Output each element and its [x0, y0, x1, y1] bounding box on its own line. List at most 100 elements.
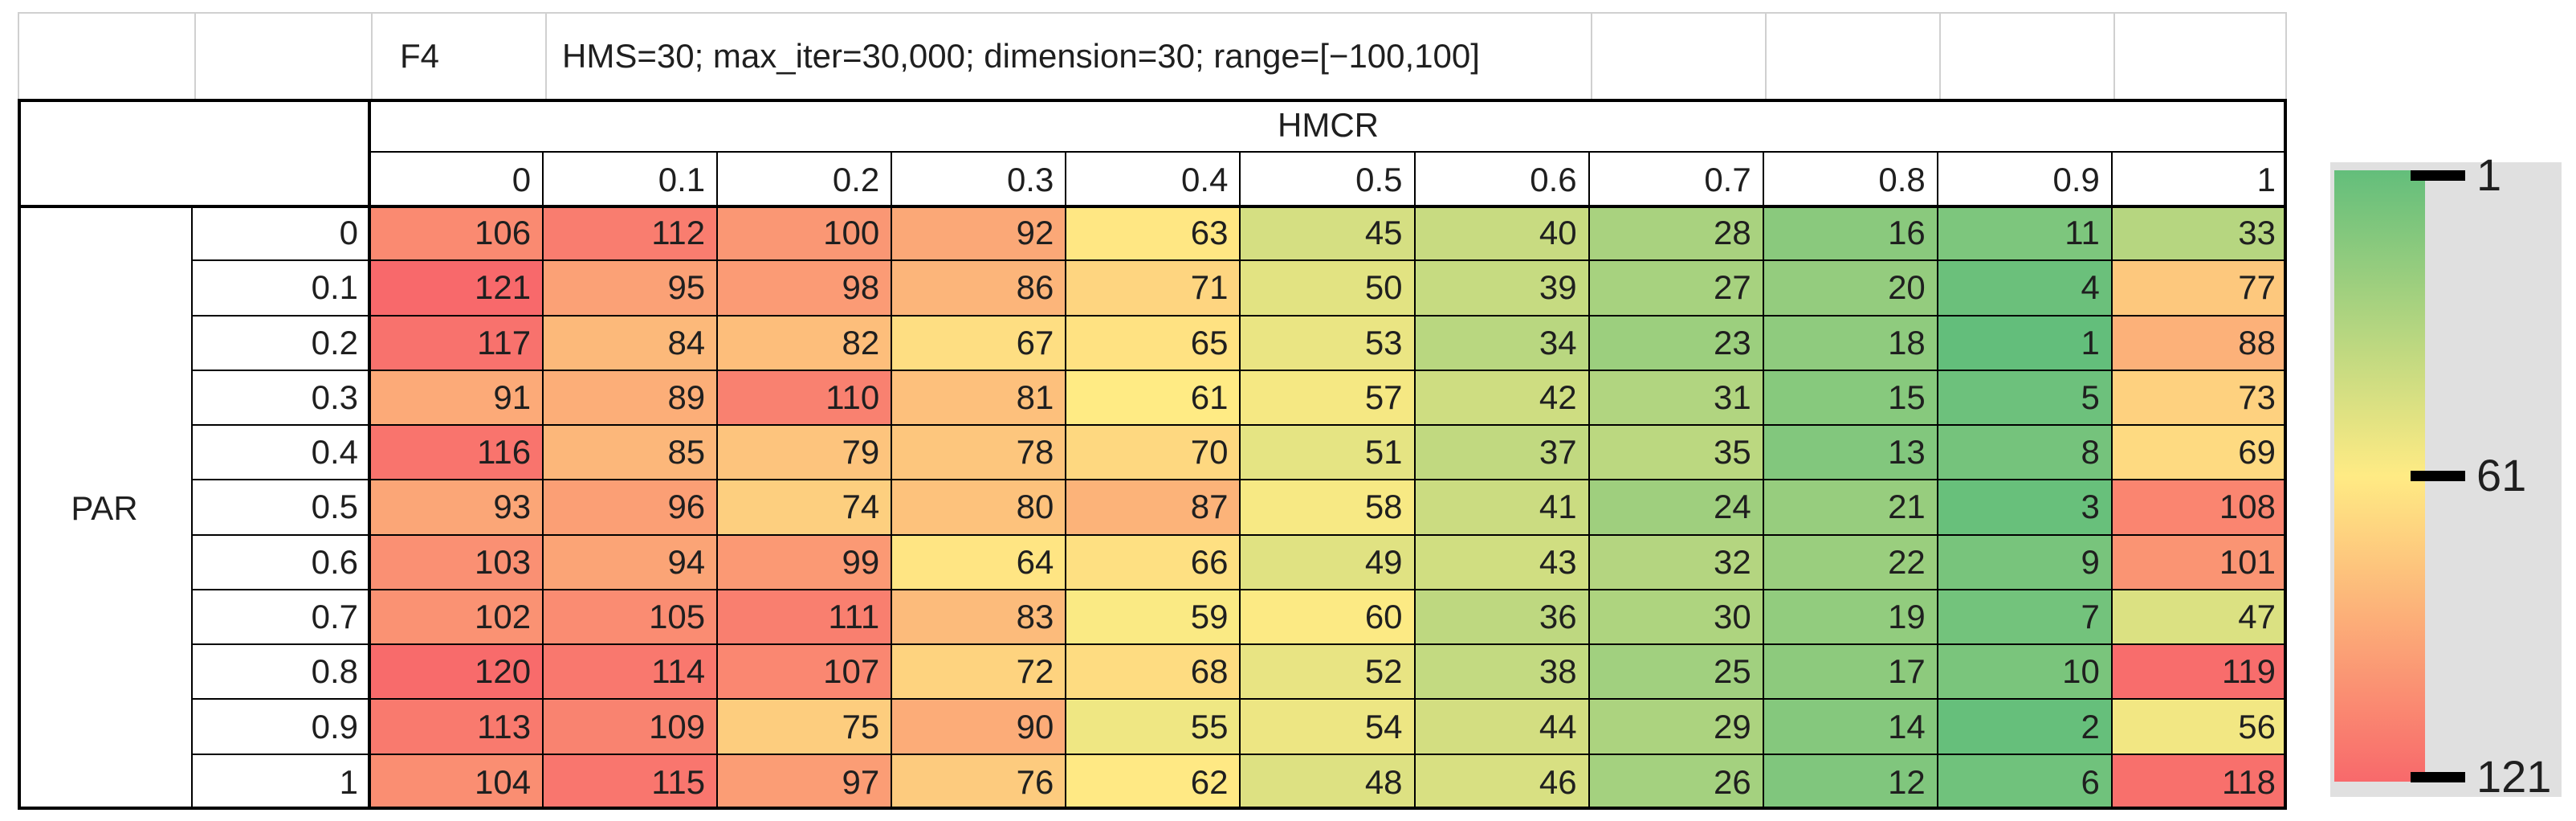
heatmap-cell[interactable]: 117	[369, 316, 544, 371]
heatmap-cell[interactable]: 57	[1241, 370, 1416, 427]
heatmap-cell[interactable]: 30	[1589, 590, 1764, 646]
heatmap-cell[interactable]: 55	[1066, 700, 1241, 755]
heatmap-cell[interactable]: 108	[2112, 480, 2287, 536]
heatmap-cell[interactable]: 35	[1589, 426, 1764, 481]
heatmap-cell[interactable]: 60	[1241, 590, 1416, 646]
par-tick-cell[interactable]: 0	[193, 206, 369, 262]
heatmap-cell[interactable]: 97	[718, 754, 893, 810]
heatmap-cell[interactable]: 111	[718, 590, 893, 646]
hmcr-tick-cell[interactable]: 0	[369, 153, 544, 206]
hmcr-tick-cell[interactable]: 0.3	[892, 153, 1067, 206]
heatmap-cell[interactable]: 23	[1589, 316, 1764, 371]
heatmap-cell[interactable]: 13	[1763, 426, 1938, 481]
heatmap-cell[interactable]: 73	[2112, 370, 2287, 427]
heatmap-cell[interactable]: 89	[544, 370, 719, 427]
heatmap-cell[interactable]: 34	[1415, 316, 1590, 371]
heatmap-cell[interactable]: 99	[718, 535, 893, 590]
heatmap-cell[interactable]: 65	[1066, 316, 1241, 371]
heatmap-cell[interactable]: 38	[1415, 645, 1590, 701]
heatmap-cell[interactable]: 31	[1589, 370, 1764, 427]
function-label-cell[interactable]: F4	[400, 37, 440, 75]
par-tick-cell[interactable]: 0.9	[193, 700, 369, 755]
par-tick-cell[interactable]: 0.8	[193, 645, 369, 701]
heatmap-cell[interactable]: 12	[1763, 754, 1938, 810]
heatmap-cell[interactable]: 19	[1763, 590, 1938, 646]
heatmap-cell[interactable]: 51	[1241, 426, 1416, 481]
heatmap-cell[interactable]: 93	[369, 480, 544, 536]
heatmap-cell[interactable]: 17	[1763, 645, 1938, 701]
heatmap-cell[interactable]: 70	[1066, 426, 1241, 481]
heatmap-cell[interactable]: 29	[1589, 700, 1764, 755]
par-tick-cell[interactable]: 1	[339, 762, 358, 801]
heatmap-cell[interactable]: 21	[1763, 480, 1938, 536]
heatmap-cell[interactable]: 69	[2112, 426, 2287, 481]
par-tick-cell[interactable]: 0.1	[193, 261, 369, 317]
heatmap-cell[interactable]: 10	[1938, 645, 2113, 701]
heatmap-cell[interactable]: 3	[1938, 480, 2113, 536]
par-tick-cell[interactable]: 0.2	[193, 317, 369, 371]
heatmap-cell[interactable]: 44	[1415, 700, 1590, 755]
heatmap-cell[interactable]: 64	[892, 535, 1067, 590]
heatmap-cell[interactable]: 61	[1066, 370, 1241, 427]
heatmap-cell[interactable]: 101	[2112, 535, 2287, 590]
hmcr-tick-cell[interactable]: 0.5	[1241, 153, 1416, 206]
heatmap-cell[interactable]: 76	[892, 754, 1067, 810]
heatmap-cell[interactable]: 88	[2112, 316, 2287, 371]
heatmap-cell[interactable]: 9	[1938, 535, 2113, 590]
heatmap-cell[interactable]: 47	[2112, 590, 2287, 646]
heatmap-cell[interactable]: 120	[369, 645, 544, 701]
heatmap-cell[interactable]: 1	[1938, 316, 2113, 371]
heatmap-cell[interactable]: 14	[1763, 700, 1938, 755]
heatmap-cell[interactable]: 98	[718, 261, 893, 317]
hmcr-tick-cell[interactable]: 1	[2256, 160, 2276, 198]
heatmap-cell[interactable]: 56	[2112, 700, 2287, 755]
heatmap-cell[interactable]: 53	[1241, 316, 1416, 371]
heatmap-cell[interactable]: 36	[1415, 590, 1590, 646]
heatmap-cell[interactable]: 37	[1415, 426, 1590, 481]
heatmap-cell[interactable]: 95	[544, 261, 719, 317]
heatmap-cell[interactable]: 25	[1589, 645, 1764, 701]
par-tick-cell[interactable]: 0.4	[193, 426, 369, 481]
heatmap-cell[interactable]: 15	[1763, 370, 1938, 427]
heatmap-cell[interactable]: 66	[1066, 535, 1241, 590]
heatmap-cell[interactable]: 113	[369, 700, 544, 755]
heatmap-cell[interactable]: 22	[1763, 535, 1938, 590]
heatmap-cell[interactable]: 27	[1589, 261, 1764, 317]
heatmap-cell[interactable]: 106	[369, 206, 544, 262]
heatmap-cell[interactable]: 90	[892, 700, 1067, 755]
heatmap-cell[interactable]: 104	[369, 754, 544, 810]
heatmap-cell[interactable]: 6	[1938, 754, 2113, 810]
heatmap-cell[interactable]: 102	[369, 590, 544, 646]
heatmap-cell[interactable]: 33	[2112, 206, 2287, 262]
heatmap-cell[interactable]: 79	[718, 426, 893, 481]
heatmap-cell[interactable]: 67	[892, 316, 1067, 371]
heatmap-cell[interactable]: 63	[1066, 206, 1241, 262]
heatmap-cell[interactable]: 96	[544, 480, 719, 536]
heatmap-cell[interactable]: 32	[1589, 535, 1764, 590]
heatmap-cell[interactable]: 72	[892, 645, 1067, 701]
heatmap-cell[interactable]: 86	[892, 261, 1067, 317]
heatmap-cell[interactable]: 80	[892, 480, 1067, 536]
heatmap-cell[interactable]: 78	[892, 426, 1067, 481]
heatmap-cell[interactable]: 46	[1415, 754, 1590, 810]
heatmap-cell[interactable]: 2	[1938, 700, 2113, 755]
heatmap-cell[interactable]: 62	[1066, 754, 1241, 810]
heatmap-cell[interactable]: 81	[892, 370, 1067, 427]
hmcr-tick-cell[interactable]: 0.9	[1938, 153, 2113, 206]
heatmap-cell[interactable]: 103	[369, 535, 544, 590]
heatmap-cell[interactable]: 121	[369, 261, 544, 317]
heatmap-cell[interactable]: 5	[1938, 370, 2113, 427]
heatmap-cell[interactable]: 45	[1241, 206, 1416, 262]
heatmap-cell[interactable]: 109	[544, 700, 719, 755]
heatmap-cell[interactable]: 50	[1241, 261, 1416, 317]
heatmap-cell[interactable]: 75	[718, 700, 893, 755]
settings-cell[interactable]: HMS=30; max_iter=30,000; dimension=30; r…	[562, 37, 1480, 75]
heatmap-cell[interactable]: 59	[1066, 590, 1241, 646]
heatmap-cell[interactable]: 28	[1589, 206, 1764, 262]
heatmap-cell[interactable]: 16	[1763, 206, 1938, 262]
heatmap-cell[interactable]: 105	[544, 590, 719, 646]
hmcr-tick-cell[interactable]: 0.7	[1590, 153, 1764, 206]
hmcr-tick-cell[interactable]: 0.8	[1764, 153, 1938, 206]
heatmap-cell[interactable]: 18	[1763, 316, 1938, 371]
heatmap-cell[interactable]: 71	[1066, 261, 1241, 317]
